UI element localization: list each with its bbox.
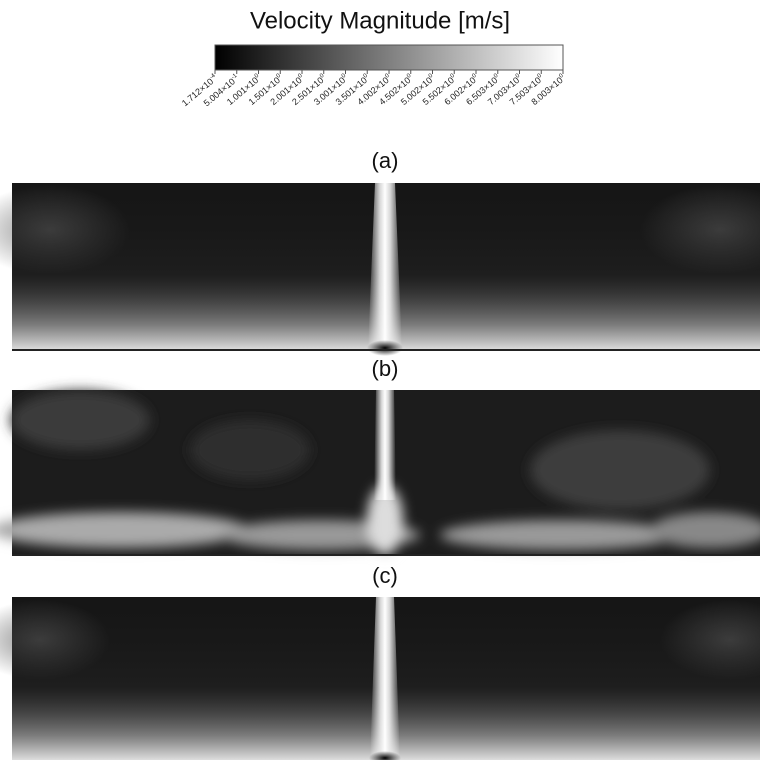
colorbar bbox=[214, 44, 564, 71]
title: Velocity Magnitude [m/s] bbox=[250, 7, 510, 34]
tick-exponent: 0 bbox=[493, 72, 500, 79]
tick-exponent: 0 bbox=[558, 72, 565, 79]
tick-exponent: -1 bbox=[231, 72, 239, 80]
panel-label: (a) bbox=[372, 148, 399, 173]
tick-exponent: 0 bbox=[254, 72, 261, 79]
panel-label: (c) bbox=[372, 563, 398, 588]
panel-label: (b) bbox=[372, 356, 399, 381]
panel-a bbox=[0, 183, 760, 356]
tick-exponent: 0 bbox=[319, 72, 326, 79]
tick-exponent: 0 bbox=[276, 72, 283, 79]
tick-exponent: 0 bbox=[363, 72, 370, 79]
tick-exponent: 0 bbox=[297, 72, 304, 79]
tick-exponent: 0 bbox=[450, 72, 457, 79]
tick-exponent: 0 bbox=[341, 72, 348, 79]
panel-c bbox=[0, 597, 760, 760]
tick-exponent: 0 bbox=[537, 72, 544, 79]
tick-exponent: 0 bbox=[406, 72, 413, 79]
tick-exponent: 0 bbox=[384, 72, 391, 79]
tick-exponent: 0 bbox=[515, 72, 522, 79]
colorbar-ticks: 1.712×10-45.004×10-11.001×1001.501×1002.… bbox=[180, 70, 565, 108]
panel-b bbox=[0, 390, 760, 556]
tick-exponent: -4 bbox=[209, 72, 217, 80]
tick-exponent: 0 bbox=[471, 72, 478, 79]
tick-exponent: 0 bbox=[428, 72, 435, 79]
